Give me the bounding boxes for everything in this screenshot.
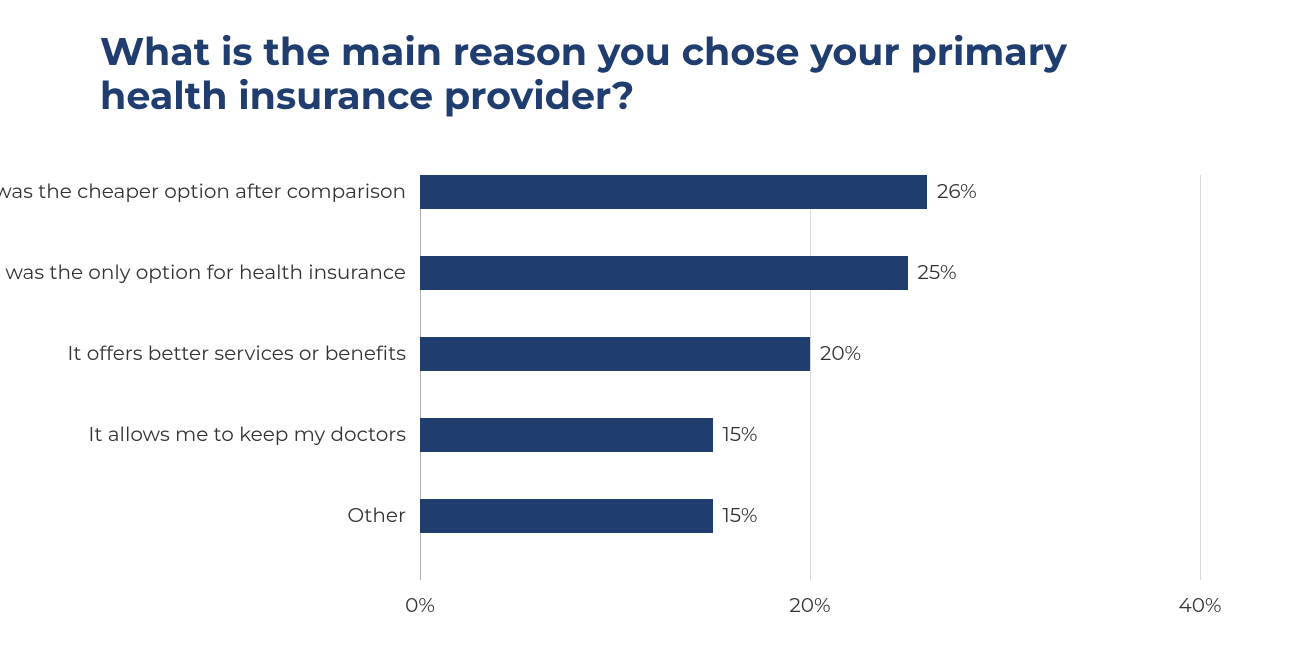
bar <box>420 499 713 533</box>
value-label: 26% <box>937 180 977 204</box>
gridline <box>1200 175 1201 580</box>
x-axis-tick: 40% <box>1178 594 1221 618</box>
category-label: It was the cheaper option after comparis… <box>0 180 406 204</box>
bar-row <box>420 175 1200 209</box>
category-label: Other <box>347 504 406 528</box>
value-label: 15% <box>723 423 758 447</box>
category-label: It offers better services or benefits <box>67 342 406 366</box>
category-label: It allows me to keep my doctors <box>88 423 406 447</box>
bar-row <box>420 337 1200 371</box>
value-label: 15% <box>723 504 758 528</box>
chart-container: What is the main reason you chose your p… <box>0 0 1300 661</box>
x-axis-tick: 0% <box>405 594 435 618</box>
value-label: 20% <box>820 342 861 366</box>
bar <box>420 337 810 371</box>
bar <box>420 175 927 209</box>
chart-title: What is the main reason you chose your p… <box>100 30 1200 117</box>
bar <box>420 256 908 290</box>
bar-row <box>420 256 1200 290</box>
bar <box>420 418 713 452</box>
category-label: It was the only option for health insura… <box>0 261 406 285</box>
value-label: 25% <box>918 261 957 285</box>
x-axis-tick: 20% <box>789 594 830 618</box>
bar-row <box>420 418 1200 452</box>
chart-plot-area: 0%20%40%It was the cheaper option after … <box>420 175 1200 580</box>
bar-row <box>420 499 1200 533</box>
